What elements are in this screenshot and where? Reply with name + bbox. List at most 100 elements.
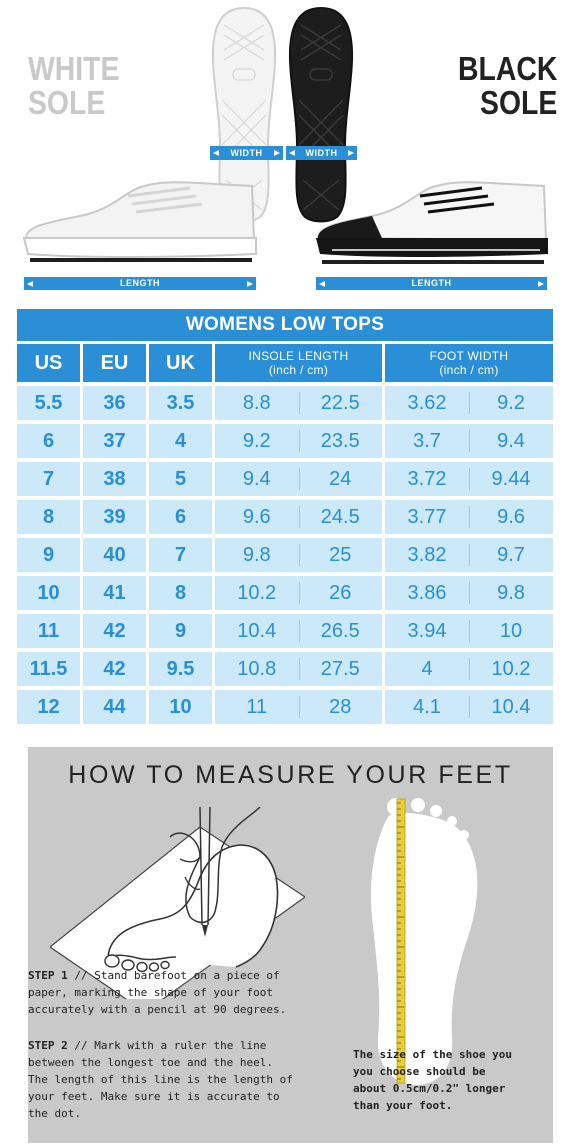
foot-width-cell: 3.7 9.4: [385, 424, 553, 458]
insole-cell: 11 28: [215, 690, 382, 724]
cell-divider: [469, 506, 470, 528]
foot-width-cm: 9.4: [497, 430, 525, 452]
step-2-line-5: the dot.: [28, 1107, 81, 1120]
foot-tracing-illustration: [50, 807, 305, 999]
black-sole-image: [288, 6, 354, 223]
insole-cell: 9.4 24: [215, 462, 382, 496]
eu-size-cell: 39: [83, 500, 146, 534]
insole-split: 8.8 22.5: [215, 386, 382, 420]
note-line-2: you choose should be: [353, 1065, 486, 1078]
cell-divider: [298, 506, 300, 528]
cell-divider: [469, 696, 470, 718]
step-2-line-2: between the longest toe and the heel.: [28, 1056, 274, 1069]
foot-width-inch: 4: [421, 658, 433, 680]
cell-divider: [469, 544, 470, 566]
white-length-bar: LENGTH: [24, 277, 256, 290]
table-header-row: US EU UK INSOLE LENGTH (inch / cm) FOOT …: [17, 344, 553, 382]
header-insole-unit: (inch / cm): [268, 363, 329, 377]
insole-split: 10.4 26.5: [215, 614, 382, 648]
uk-size-cell: 6: [149, 500, 212, 534]
white-length-label: LENGTH: [120, 278, 160, 288]
insole-cm: 28: [329, 696, 352, 718]
note-line-1: The size of the shoe you: [353, 1048, 512, 1061]
black-width-label: WIDTH: [305, 148, 338, 158]
insole-inch: 8.8: [242, 392, 271, 414]
header-insole-length: INSOLE LENGTH (inch / cm): [215, 344, 382, 382]
us-size-cell: 9: [17, 538, 80, 572]
arrow-right-icon: [538, 280, 544, 287]
foot-width-cm: 9.44: [491, 468, 531, 490]
foot-width-cm: 9.8: [497, 582, 525, 604]
cell-divider: [469, 620, 470, 642]
insole-inch: 10.2: [237, 582, 277, 604]
insole-cell: 10.8 27.5: [215, 652, 382, 686]
insole-split: 9.4 24: [215, 462, 382, 496]
foot-width-cell: 3.62 9.2: [385, 386, 553, 420]
table-row: 10 41 8 10.2 26 3.86 9.8: [17, 576, 553, 610]
step-1-line-1: STEP 1 // Stand barefoot on a piece of: [28, 967, 318, 984]
table-title: WOMENS LOW TOPS: [17, 309, 553, 341]
insole-cm: 27.5: [320, 658, 360, 680]
foot-width-cm: 10: [499, 620, 523, 642]
header-foot-title: FOOT WIDTH: [429, 349, 509, 363]
cell-divider: [298, 430, 300, 452]
header-foot-unit: (inch / cm): [439, 363, 499, 377]
cell-divider: [469, 392, 470, 414]
foot-width-cm: 9.6: [497, 506, 525, 528]
insole-split: 11 28: [215, 690, 382, 724]
arrow-left-icon: [319, 280, 325, 287]
cell-divider: [469, 582, 470, 604]
eu-size-cell: 37: [83, 424, 146, 458]
arrow-left-icon: [289, 150, 295, 156]
eu-size-cell: 36: [83, 386, 146, 420]
insole-split: 9.2 23.5: [215, 424, 382, 458]
foot-width-cm: 10.4: [491, 696, 531, 718]
arrow-right-icon: [247, 280, 253, 287]
insole-inch: 9.4: [242, 468, 271, 490]
black-length-bar: LENGTH: [316, 277, 547, 290]
uk-size-cell: 3.5: [149, 386, 212, 420]
insole-cm: 26: [329, 582, 352, 604]
black-width-bar: WIDTH: [286, 146, 357, 160]
cell-divider: [469, 468, 470, 490]
foot-width-inch: 3.7: [413, 430, 441, 452]
step-1-line-2: paper, marking the shape of your foot: [28, 986, 274, 999]
cell-divider: [298, 658, 300, 680]
insole-split: 10.8 27.5: [215, 652, 382, 686]
arrow-right-icon: [274, 150, 280, 156]
foot-width-inch: 3.77: [407, 506, 447, 528]
uk-size-cell: 7: [149, 538, 212, 572]
arrow-left-icon: [27, 280, 33, 287]
table-row: 11 42 9 10.4 26.5 3.94 10: [17, 614, 553, 648]
insole-cm: 26.5: [320, 620, 360, 642]
us-size-cell: 11: [17, 614, 80, 648]
black-shoe-image: [316, 181, 548, 264]
insole-cell: 9.8 25: [215, 538, 382, 572]
table-row: 12 44 10 11 28 4.1 10.4: [17, 690, 553, 724]
insole-split: 9.8 25: [215, 538, 382, 572]
uk-size-cell: 9: [149, 614, 212, 648]
table-row: 11.5 42 9.5 10.8 27.5 4 10.2: [17, 652, 553, 686]
foot-width-split: 3.72 9.44: [385, 462, 553, 496]
step-2-label: STEP 2: [28, 1039, 68, 1052]
insole-inch: 9.6: [242, 506, 271, 528]
white-sole-line-2: SOLE: [28, 84, 106, 121]
foot-width-inch: 3.72: [407, 468, 447, 490]
eu-size-cell: 41: [83, 576, 146, 610]
eu-size-cell: 38: [83, 462, 146, 496]
us-size-cell: 11.5: [17, 652, 80, 686]
foot-width-cell: 3.86 9.8: [385, 576, 553, 610]
cell-divider: [298, 620, 300, 642]
cell-divider: [298, 582, 300, 604]
insole-cm: 23.5: [320, 430, 360, 452]
insole-split: 9.6 24.5: [215, 500, 382, 534]
white-sole-label: WHITE SOLE: [28, 52, 119, 120]
step-2-line-3: The length of this line is the length of: [28, 1073, 293, 1086]
measure-title: HOW TO MEASURE YOUR FEET: [68, 761, 513, 789]
uk-size-cell: 9.5: [149, 652, 212, 686]
step-2-text: STEP 2 // Mark with a ruler the line bet…: [28, 1037, 318, 1122]
foot-width-split: 3.62 9.2: [385, 386, 553, 420]
insole-split: 10.2 26: [215, 576, 382, 610]
eu-size-cell: 42: [83, 614, 146, 648]
note-line-4: than your foot.: [353, 1099, 453, 1112]
